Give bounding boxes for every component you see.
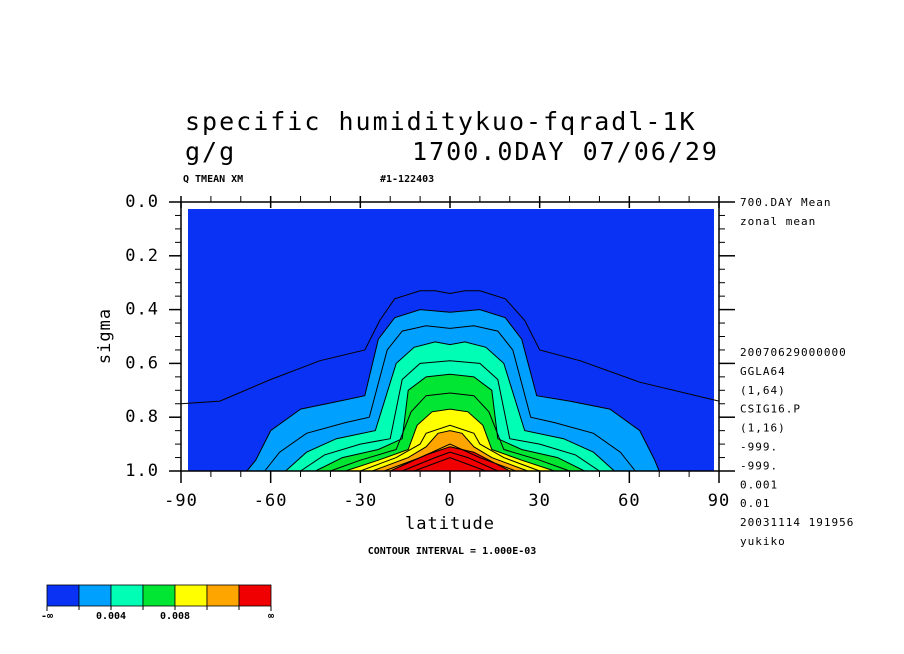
- contour-line: [180, 290, 720, 405]
- colorbar-label: ∞: [268, 611, 274, 622]
- y-tick-label: 0.4: [125, 300, 159, 320]
- y-tick-label: 0.2: [125, 246, 159, 266]
- info-text: 700.DAY Mean: [740, 196, 831, 209]
- info-text: 20070629000000: [740, 346, 847, 359]
- units: g/g: [185, 137, 236, 166]
- info-text: 0.001: [740, 478, 778, 491]
- contour-line: [315, 373, 585, 472]
- colorbar-swatch: [238, 584, 272, 607]
- header-left: Q TMEAN XM: [183, 174, 243, 185]
- header-right: #1-122403: [380, 174, 434, 185]
- contour-line: [402, 451, 499, 472]
- y-tick-label: 0.8: [125, 407, 159, 427]
- x-tick-label: -90: [164, 491, 198, 511]
- x-tick-label: -60: [254, 491, 288, 511]
- contour-line: [285, 341, 615, 472]
- colorbar-swatch: [46, 584, 80, 607]
- contour-line: [345, 408, 555, 472]
- time: 1700.0DAY 07/06/29: [412, 137, 719, 166]
- colorbar-swatch: [142, 584, 176, 607]
- info-text: -999.: [740, 441, 778, 454]
- x-tick-label: 90: [708, 491, 730, 511]
- info-text: yukiko: [740, 535, 786, 548]
- info-text: GGLA64: [740, 365, 786, 378]
- contour-line: [372, 430, 528, 472]
- y-tick-label: 1.0: [125, 461, 159, 481]
- colorbar-label: 0.008: [160, 611, 190, 622]
- colorbar-label: -∞: [41, 611, 53, 622]
- contour-line: [330, 392, 570, 472]
- colorbar-label: 0.004: [96, 611, 126, 622]
- info-text: -999.: [740, 459, 778, 472]
- x-tick-label: 0: [444, 491, 455, 511]
- y-tick-label: 0.6: [125, 353, 159, 373]
- y-axis-label: sigma: [95, 308, 115, 364]
- colorbar-swatch: [110, 584, 144, 607]
- contour-line: [264, 325, 636, 472]
- x-tick-label: 30: [528, 491, 550, 511]
- info-text: CSIG16.P: [740, 403, 801, 416]
- colorbar-swatch: [206, 584, 240, 607]
- info-text: zonal mean: [740, 215, 816, 228]
- contour-line: [360, 424, 540, 472]
- info-text: 20031114 191956: [740, 516, 854, 529]
- x-axis-label: latitude: [405, 514, 495, 534]
- contour-fill: [390, 446, 510, 471]
- contour-line: [389, 446, 511, 472]
- x-tick-label: 60: [618, 491, 640, 511]
- contour-line: [246, 309, 660, 472]
- contour-note: CONTOUR INTERVAL = 1.000E-03: [368, 546, 537, 557]
- y-tick-label: 0.0: [125, 192, 159, 212]
- chart-title: specific humiditykuo-fqradl-1K: [185, 107, 697, 136]
- contour-line: [300, 360, 600, 472]
- info-text: 0.01: [740, 497, 771, 510]
- contour-line: [413, 457, 487, 472]
- x-tick-label: -30: [343, 491, 377, 511]
- colorbar-swatch: [78, 584, 112, 607]
- info-text: (1,16): [740, 422, 786, 435]
- colorbar-swatch: [174, 584, 208, 607]
- info-text: (1,64): [740, 384, 786, 397]
